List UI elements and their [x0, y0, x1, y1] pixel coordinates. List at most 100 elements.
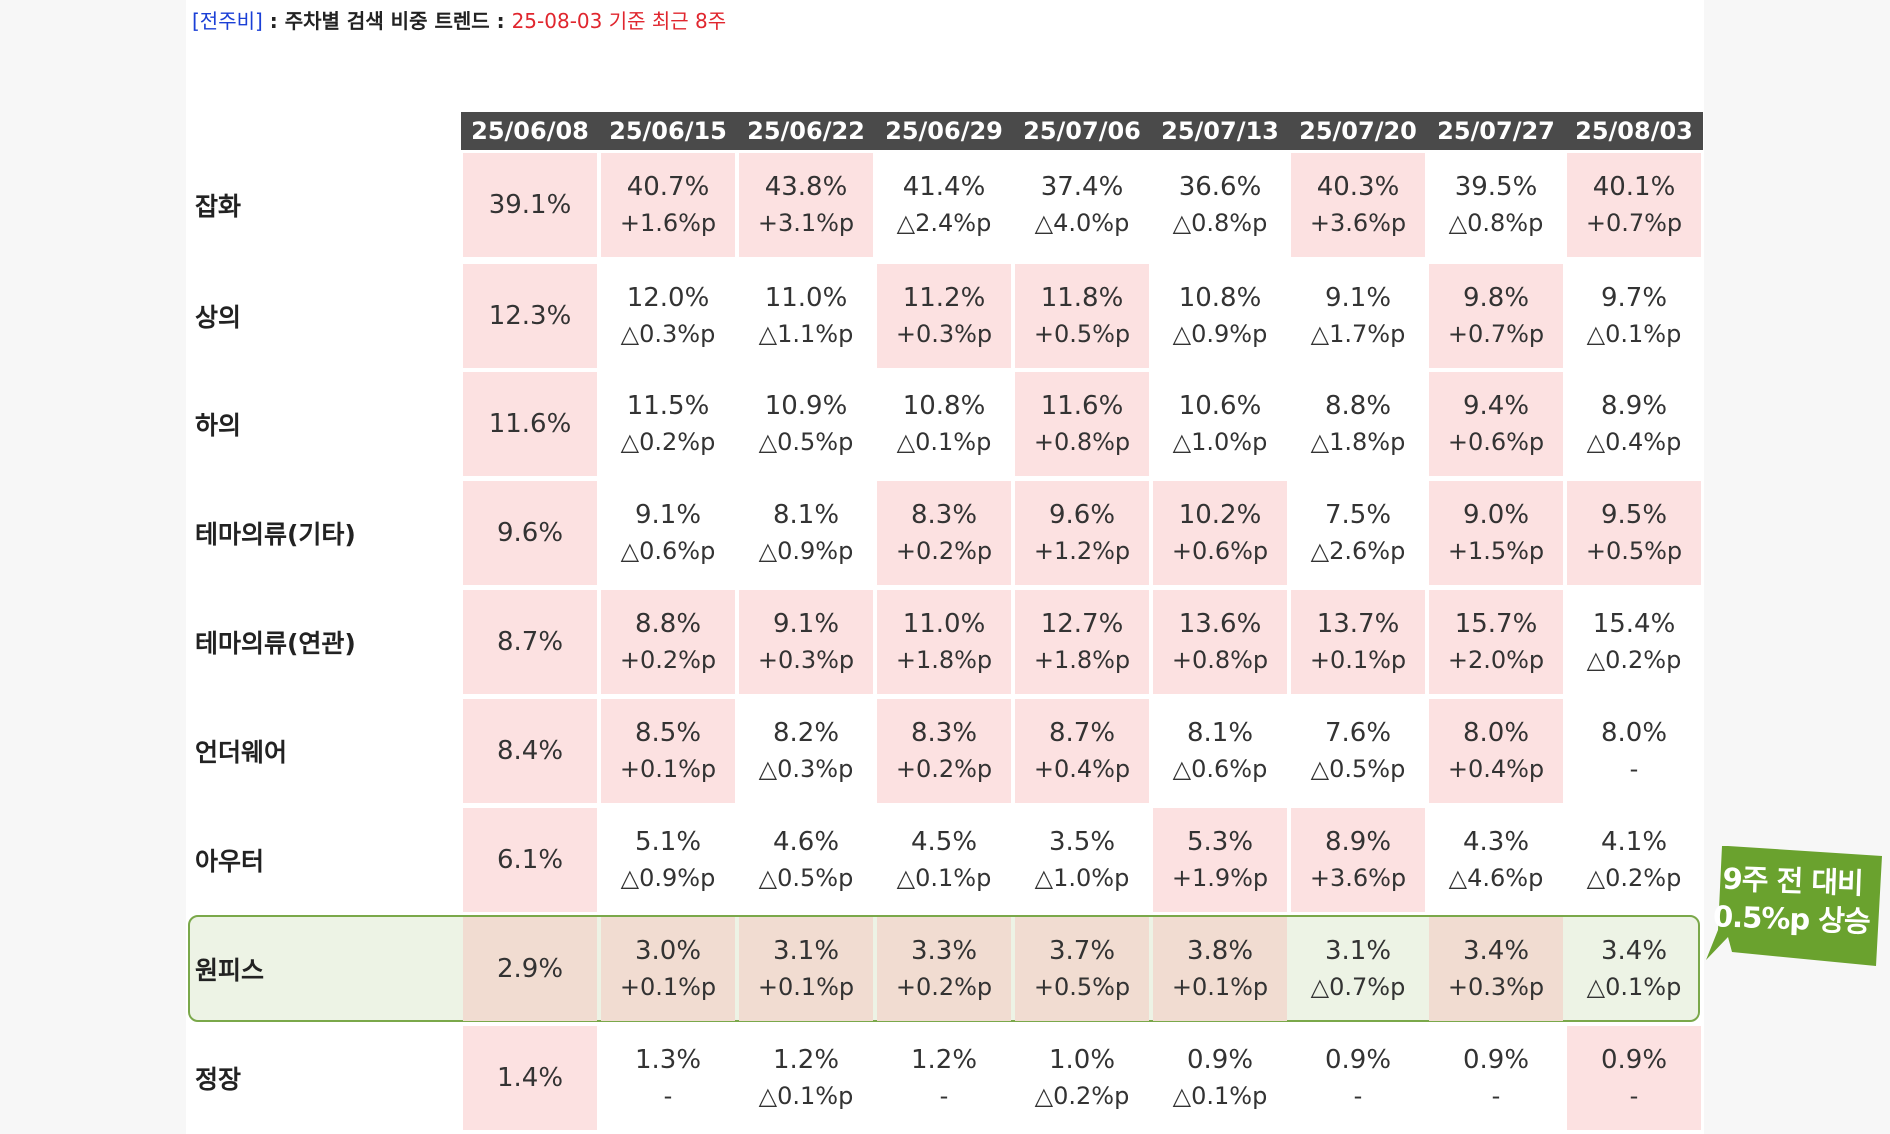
- cell-change-value: △0.2%p: [1586, 864, 1682, 892]
- cell-change-value: △2.4%p: [896, 209, 992, 237]
- cell-share-value: 36.6%: [1178, 172, 1262, 202]
- cell-share-value: 3.0%: [634, 936, 702, 966]
- cell-share-value: 8.8%: [1324, 391, 1392, 421]
- cell-share-value: 15.4%: [1592, 609, 1676, 639]
- table-cell: 8.9% △0.4%p: [1567, 372, 1701, 476]
- row-label: 아우터: [195, 847, 265, 876]
- cell-change-value: +1.5%p: [1447, 537, 1545, 565]
- cell-change-value: +0.4%p: [1033, 755, 1131, 783]
- column-header-date: 25/07/20: [1289, 112, 1427, 150]
- table-cell: 11.2% +0.3%p: [877, 264, 1011, 368]
- cell-share-value: 11.8%: [1040, 283, 1124, 313]
- cell-change-value: +3.6%p: [1309, 864, 1407, 892]
- table-cell: 6.1%: [463, 808, 597, 912]
- cell-change-value: △0.1%p: [1586, 320, 1682, 348]
- cell-share-value: 9.8%: [1462, 283, 1530, 313]
- table-cell: 12.3%: [463, 264, 597, 368]
- cell-change-value: +0.4%p: [1447, 755, 1545, 783]
- cell-share-value: 4.1%: [1600, 827, 1668, 857]
- cell-change-value: +0.7%p: [1585, 209, 1683, 237]
- cell-share-value: 11.0%: [764, 283, 848, 313]
- cell-change-value: △0.9%p: [1172, 320, 1268, 348]
- cell-share-value: 3.8%: [1186, 936, 1254, 966]
- table-cell: 36.6% △0.8%p: [1153, 153, 1287, 257]
- cell-share-value: 40.1%: [1592, 172, 1676, 202]
- cell-share-value: 1.4%: [496, 1063, 564, 1093]
- table-cell: 11.0% +1.8%p: [877, 590, 1011, 694]
- cell-share-value: 41.4%: [902, 172, 986, 202]
- cell-share-value: 11.0%: [902, 609, 986, 639]
- cell-change-value: △0.1%p: [1172, 1082, 1268, 1110]
- cell-share-value: 8.1%: [772, 500, 840, 530]
- cell-share-value: 11.6%: [488, 409, 572, 439]
- cell-share-value: 10.8%: [1178, 283, 1262, 313]
- table-cell: 13.7% +0.1%p: [1291, 590, 1425, 694]
- cell-change-value: △0.6%p: [1172, 755, 1268, 783]
- table-cell: 39.1%: [463, 153, 597, 257]
- table-cell: 9.6%: [463, 481, 597, 585]
- table-cell: 3.5% △1.0%p: [1015, 808, 1149, 912]
- table-cell: 3.8% +0.1%p: [1153, 917, 1287, 1021]
- cell-share-value: 40.7%: [626, 172, 710, 202]
- cell-change-value: -: [663, 1082, 673, 1110]
- callout-bubble: [1706, 846, 1882, 966]
- table-cell: 37.4% △4.0%p: [1015, 153, 1149, 257]
- cell-share-value: 8.5%: [634, 718, 702, 748]
- cell-change-value: +0.1%p: [757, 973, 855, 1001]
- cell-change-value: △0.2%p: [620, 428, 716, 456]
- table-cell: 11.6% +0.8%p: [1015, 372, 1149, 476]
- column-header-date: 25/07/06: [1013, 112, 1151, 150]
- cell-share-value: 9.5%: [1600, 500, 1668, 530]
- cell-change-value: +0.3%p: [1447, 973, 1545, 1001]
- cell-change-value: △0.1%p: [896, 428, 992, 456]
- column-header-date: 25/07/13: [1151, 112, 1289, 150]
- cell-change-value: -: [1353, 1082, 1363, 1110]
- cell-change-value: △1.0%p: [1172, 428, 1268, 456]
- cell-share-value: 2.9%: [496, 954, 564, 984]
- heading-title: 주차별 검색 비중 트렌드: [284, 9, 490, 33]
- table-cell: 4.6% △0.5%p: [739, 808, 873, 912]
- cell-change-value: △0.2%p: [1586, 646, 1682, 674]
- table-cell: 8.1% △0.6%p: [1153, 699, 1287, 803]
- table-cell: 3.1% △0.7%p: [1291, 917, 1425, 1021]
- table-cell: 43.8% +3.1%p: [739, 153, 873, 257]
- cell-change-value: +0.5%p: [1585, 537, 1683, 565]
- column-header-date: 25/06/15: [599, 112, 737, 150]
- table-cell: 12.0% △0.3%p: [601, 264, 735, 368]
- cell-change-value: △2.6%p: [1310, 537, 1406, 565]
- heading-separator: :: [489, 9, 512, 33]
- table-cell: 40.1% +0.7%p: [1567, 153, 1701, 257]
- cell-change-value: +3.6%p: [1309, 209, 1407, 237]
- cell-share-value: 9.6%: [1048, 500, 1116, 530]
- cell-change-value: +1.6%p: [619, 209, 717, 237]
- cell-share-value: 9.7%: [1600, 283, 1668, 313]
- column-header-date: 25/07/27: [1427, 112, 1565, 150]
- table-cell: 13.6% +0.8%p: [1153, 590, 1287, 694]
- cell-share-value: 11.5%: [626, 391, 710, 421]
- cell-share-value: 9.4%: [1462, 391, 1530, 421]
- table-cell: 3.4% +0.3%p: [1429, 917, 1563, 1021]
- table-cell: 40.3% +3.6%p: [1291, 153, 1425, 257]
- table-cell: 12.7% +1.8%p: [1015, 590, 1149, 694]
- row-label: 언더웨어: [195, 738, 288, 767]
- cell-change-value: +0.3%p: [757, 646, 855, 674]
- cell-change-value: △0.1%p: [758, 1082, 854, 1110]
- cell-change-value: △1.8%p: [1310, 428, 1406, 456]
- table-cell: 1.4%: [463, 1026, 597, 1130]
- table-cell: 0.9% -: [1429, 1026, 1563, 1130]
- table-cell: 7.6% △0.5%p: [1291, 699, 1425, 803]
- table-cell: 8.7% +0.4%p: [1015, 699, 1149, 803]
- column-header-date: 25/08/03: [1565, 112, 1703, 150]
- cell-change-value: +1.9%p: [1171, 864, 1269, 892]
- row-label: 테마의류(기타): [195, 520, 356, 549]
- table-cell: 3.4% △0.1%p: [1567, 917, 1701, 1021]
- cell-share-value: 12.3%: [488, 301, 572, 331]
- cell-change-value: +1.8%p: [895, 646, 993, 674]
- cell-change-value: △0.9%p: [758, 537, 854, 565]
- table-cell: 39.5% △0.8%p: [1429, 153, 1563, 257]
- cell-share-value: 8.8%: [634, 609, 702, 639]
- table-cell: 2.9%: [463, 917, 597, 1021]
- cell-share-value: 9.6%: [496, 518, 564, 548]
- cell-share-value: 43.8%: [764, 172, 848, 202]
- cell-change-value: +0.2%p: [895, 973, 993, 1001]
